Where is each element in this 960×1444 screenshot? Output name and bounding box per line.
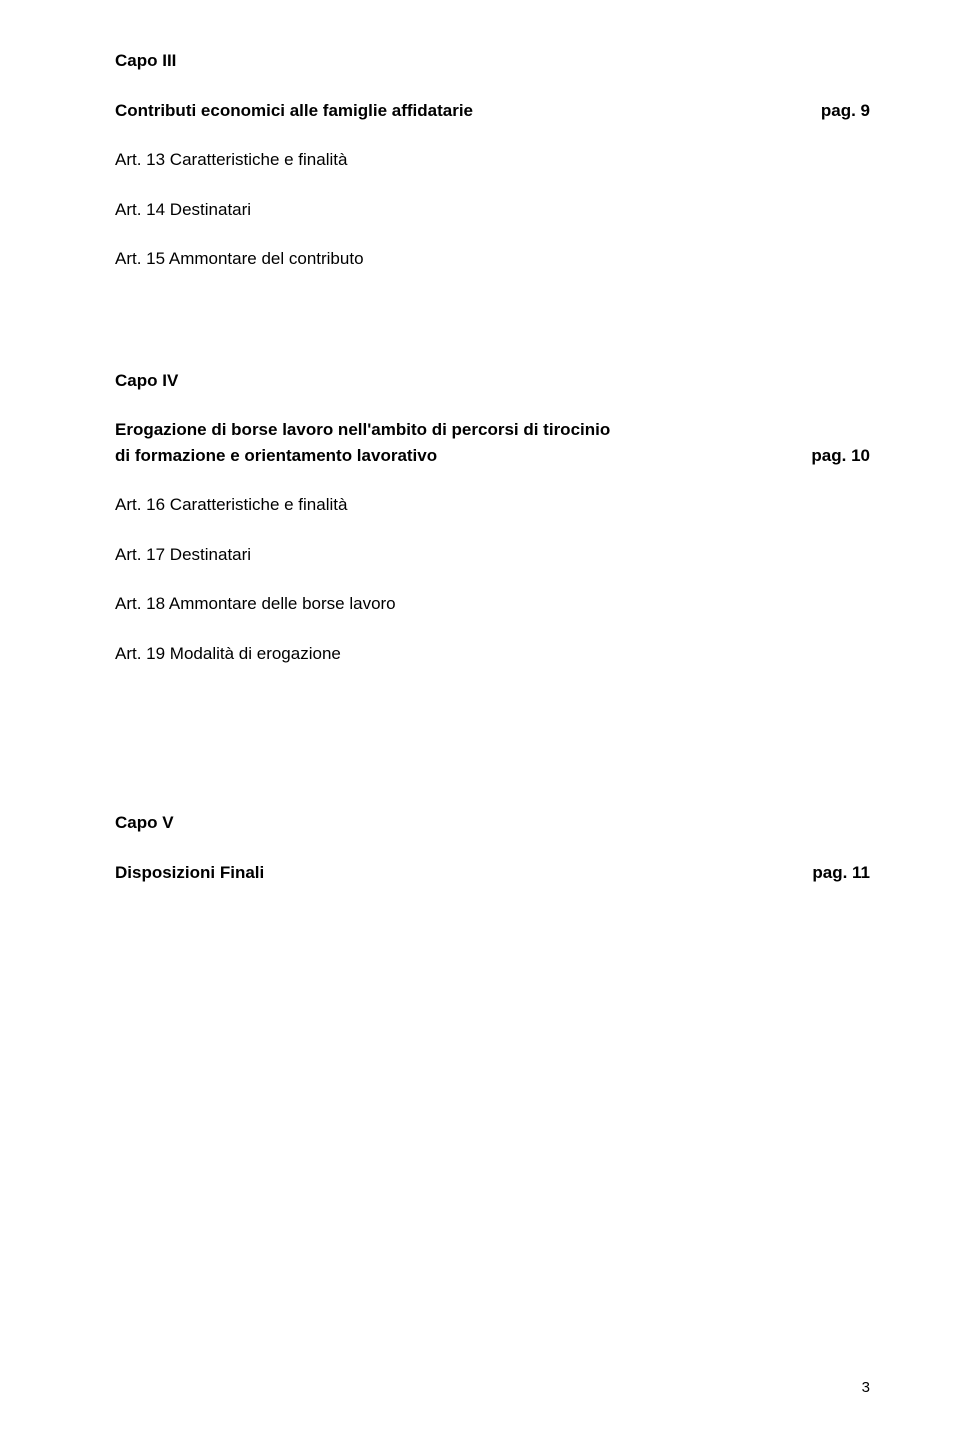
capo3-title-row: Contributi economici alle famiglie affid… xyxy=(115,98,870,124)
capo3-art13: Art. 13 Caratteristiche e finalità xyxy=(115,147,870,173)
capo4-art17: Art. 17 Destinatari xyxy=(115,542,870,568)
page-number: 3 xyxy=(862,1379,870,1396)
capo4-art16: Art. 16 Caratteristiche e finalità xyxy=(115,492,870,518)
capo3-art14: Art. 14 Destinatari xyxy=(115,197,870,223)
capo3-title: Contributi economici alle famiglie affid… xyxy=(115,98,473,124)
capo4-page-ref: pag. 10 xyxy=(811,443,870,469)
capo5-title-row: Disposizioni Finali pag. 11 xyxy=(115,860,870,886)
capo4-title-line2: di formazione e orientamento lavorativo xyxy=(115,443,437,469)
capo4-heading: Capo IV xyxy=(115,368,870,394)
capo5-page-ref: pag. 11 xyxy=(812,860,870,886)
capo4-title-line1: Erogazione di borse lavoro nell'ambito d… xyxy=(115,417,870,443)
capo5-heading: Capo V xyxy=(115,810,870,836)
capo5-title: Disposizioni Finali xyxy=(115,860,264,886)
capo4-title-block: Erogazione di borse lavoro nell'ambito d… xyxy=(115,417,870,468)
capo4-art19: Art. 19 Modalità di erogazione xyxy=(115,641,870,667)
capo3-page-ref: pag. 9 xyxy=(821,98,870,124)
capo3-art15: Art. 15 Ammontare del contributo xyxy=(115,246,870,272)
capo4-art18: Art. 18 Ammontare delle borse lavoro xyxy=(115,591,870,617)
capo3-heading: Capo III xyxy=(115,48,870,74)
